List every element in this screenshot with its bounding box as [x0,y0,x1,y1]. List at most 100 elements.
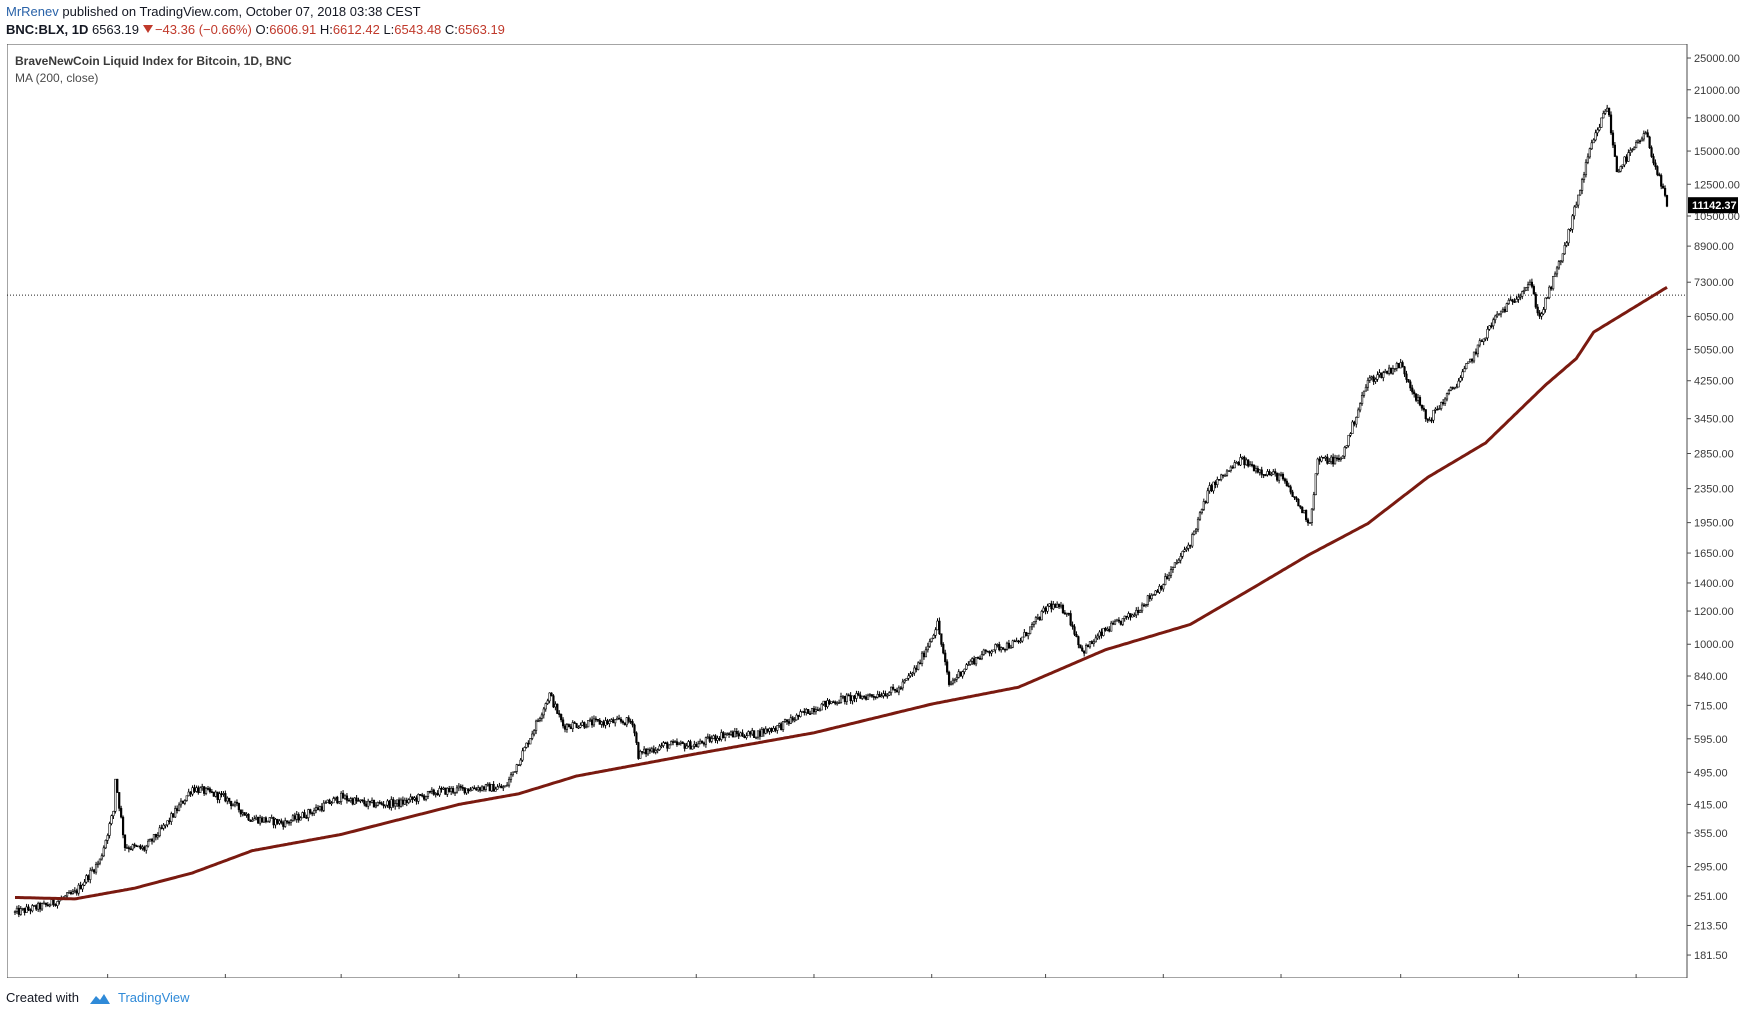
candle [129,846,132,851]
candle-body [565,724,569,730]
candle-body [851,695,854,702]
candle-body [1362,390,1366,396]
candle-body [1384,370,1387,374]
candle [733,727,736,738]
candle [920,651,924,667]
candle-body [911,672,914,675]
candle [1525,287,1528,291]
candle [426,790,430,799]
candle [1260,466,1263,478]
candle [1384,368,1387,374]
candle [110,814,113,826]
chart-area[interactable]: 181.50 213.50 251.00 295.00 355.00 415.00 495.… [7,44,1757,978]
candle [1652,153,1655,166]
candle [928,638,931,648]
candle-body [1293,496,1296,498]
candle [206,785,210,791]
candle-body [351,798,354,805]
candle-body [143,846,146,851]
candle-body [691,745,694,750]
candle-body [484,784,487,790]
candle [1463,365,1466,373]
candle [1167,571,1171,581]
price-axis[interactable]: 181.50213.50251.00295.00355.00415.00495.… [1686,44,1740,978]
candle [671,739,675,746]
candle-body [673,741,677,743]
candle [25,903,28,914]
price-chart[interactable]: 181.50213.50251.00295.00355.00415.00495.… [7,44,1757,978]
candle [1202,498,1205,512]
candle [453,791,457,796]
candle [1225,469,1229,477]
candle [753,730,756,738]
candle-body [1490,325,1493,327]
time-axis[interactable]: Nov2016MarMayJulSepNov2017MarMayJulSepNo… [98,974,1649,978]
candle [1320,455,1323,463]
candle [1096,633,1099,640]
candle-body [1538,312,1541,317]
candle-body [166,820,169,826]
candle-body [1113,620,1117,625]
candle-body [822,700,825,705]
candle-body [212,791,215,797]
candle-body [1563,245,1566,255]
candle [1310,508,1313,526]
candle-body [204,788,208,794]
candle [168,817,171,825]
candle [1059,601,1063,609]
candle-body [1455,386,1458,389]
candle [1303,509,1306,514]
y-tick-label: 1000.00 [1694,639,1734,651]
candle-body [1631,149,1634,151]
candle [548,692,551,704]
candle [301,811,304,819]
candle-body [490,783,493,792]
candle-body [469,789,472,792]
author-link[interactable]: MrRenev [6,4,59,19]
candle [633,723,636,737]
candle-body [13,911,17,914]
candle [311,811,314,817]
candle [1023,629,1026,638]
candle [826,698,829,709]
candle [1403,365,1406,377]
candle [1104,626,1107,632]
candle-body [801,711,804,713]
candle-body [187,791,190,797]
candle-body [971,658,974,662]
candle-body [112,810,115,817]
y-tick-label: 495.00 [1694,767,1728,779]
candle [1119,620,1122,626]
candle [158,824,161,838]
candle-body [473,787,476,790]
candle-body [79,884,82,890]
candle-body [702,742,706,745]
candle-body [546,700,549,704]
candle [1407,379,1410,383]
candle [1299,505,1302,510]
candle-body [803,711,806,713]
tradingview-brand-link[interactable]: TradingView [118,990,190,1005]
candle-body [251,819,254,822]
candle [1422,405,1425,412]
candle-body [901,681,904,689]
candle [1158,584,1161,594]
candle-body [544,703,547,710]
candle [419,794,422,797]
candle-body [359,799,362,802]
candle-body [1339,458,1342,460]
candle [1654,159,1657,170]
candle-body [1633,147,1636,150]
candle-body [1252,464,1256,472]
candle-body [542,708,545,716]
candle [504,785,507,788]
candle [1283,477,1286,484]
candle-body [583,722,586,728]
candle [648,747,652,754]
candle [106,833,109,844]
candle-body [810,708,814,715]
candle [392,797,395,808]
candle [1588,147,1591,159]
candle-body [1322,456,1325,459]
candle-body [832,701,835,703]
